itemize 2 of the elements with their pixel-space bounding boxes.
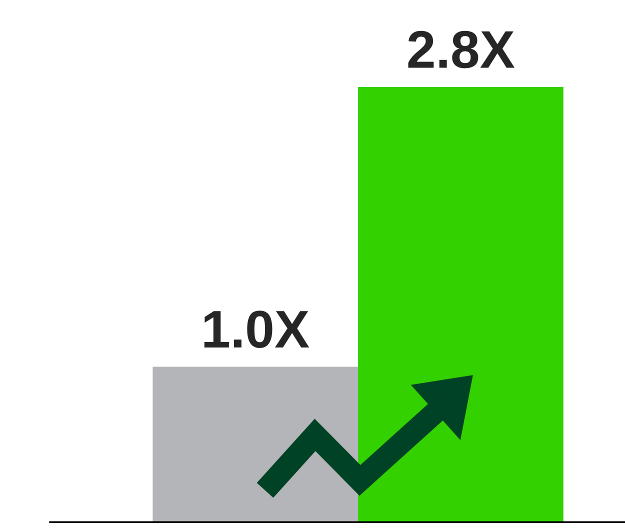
data-label: 1.0X [204,310,310,348]
data-label: 2.8X [408,30,515,68]
